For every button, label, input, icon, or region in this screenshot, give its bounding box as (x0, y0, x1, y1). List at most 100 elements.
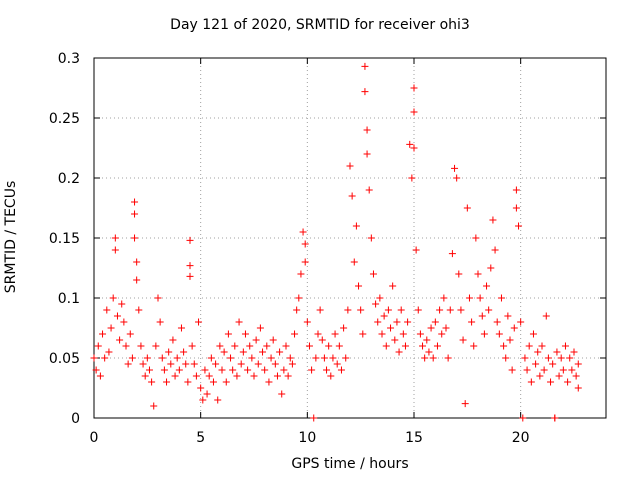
data-point (517, 318, 525, 326)
data-point (305, 342, 313, 350)
data-point (186, 272, 194, 280)
data-point (133, 276, 141, 284)
data-point (487, 264, 495, 272)
data-point (135, 306, 143, 314)
data-point (310, 414, 318, 422)
data-point (173, 354, 181, 362)
data-point (527, 378, 535, 386)
data-point (553, 348, 561, 356)
data-point (273, 372, 281, 380)
data-point (357, 306, 365, 314)
data-point (361, 62, 369, 70)
data-point (120, 318, 128, 326)
data-point (165, 348, 173, 356)
data-point (544, 354, 552, 362)
data-point (212, 360, 220, 368)
data-point (463, 204, 471, 212)
data-point (512, 204, 520, 212)
data-point (459, 336, 467, 344)
data-point (111, 234, 119, 242)
data-point (491, 246, 499, 254)
data-point (148, 378, 156, 386)
data-point (525, 342, 533, 350)
data-point (224, 330, 232, 338)
data-point (214, 396, 222, 404)
y-tick-label: 0.25 (49, 111, 80, 127)
data-point (235, 318, 243, 326)
data-point (267, 354, 275, 362)
data-point (167, 360, 175, 368)
data-point (534, 348, 542, 356)
data-point (175, 366, 183, 374)
data-point (510, 324, 518, 332)
data-point (508, 366, 516, 374)
data-point (504, 312, 512, 320)
data-point (502, 354, 510, 362)
data-point (523, 366, 531, 374)
x-tick-label: 10 (298, 430, 316, 446)
data-point (399, 330, 407, 338)
data-point (344, 306, 352, 314)
data-point (133, 258, 141, 266)
data-point (229, 366, 237, 374)
data-point (259, 348, 267, 356)
data-point (171, 372, 179, 380)
data-point (111, 246, 119, 254)
data-point (299, 228, 307, 236)
data-point (350, 258, 358, 266)
data-point (209, 378, 217, 386)
y-tick-label: 0.2 (58, 171, 80, 187)
data-point (342, 354, 350, 362)
data-point (316, 306, 324, 314)
data-point (555, 372, 563, 380)
data-point (427, 324, 435, 332)
data-point (152, 342, 160, 350)
data-point (186, 262, 194, 270)
data-point (506, 336, 514, 344)
data-point (489, 216, 497, 224)
data-point (570, 348, 578, 356)
data-point (233, 372, 241, 380)
data-point (320, 354, 328, 362)
x-tick-label: 20 (512, 430, 530, 446)
data-point (237, 360, 245, 368)
data-point (131, 210, 139, 218)
data-point (348, 192, 356, 200)
data-point (278, 390, 286, 398)
data-point (410, 108, 418, 116)
data-point (186, 236, 194, 244)
data-point (282, 342, 290, 350)
data-point (500, 342, 508, 350)
data-point (116, 336, 124, 344)
data-point (457, 306, 465, 314)
data-point (333, 360, 341, 368)
data-point (252, 336, 260, 344)
data-point (429, 354, 437, 362)
data-point (137, 342, 145, 350)
data-point (201, 366, 209, 374)
data-point (359, 330, 367, 338)
data-point (280, 366, 288, 374)
data-point (325, 342, 333, 350)
data-point (515, 222, 523, 230)
data-point (485, 306, 493, 314)
data-point (468, 318, 476, 326)
data-point (384, 306, 392, 314)
data-point (480, 330, 488, 338)
data-point (416, 330, 424, 338)
data-point (561, 342, 569, 350)
data-point (419, 342, 427, 350)
data-point (331, 330, 339, 338)
data-point (261, 366, 269, 374)
data-point (301, 258, 309, 266)
data-point (340, 324, 348, 332)
data-point (256, 324, 264, 332)
data-point (158, 354, 166, 362)
data-point (312, 354, 320, 362)
data-point (150, 402, 158, 410)
data-point (547, 378, 555, 386)
data-point (101, 354, 109, 362)
data-point (94, 342, 102, 350)
data-point (361, 88, 369, 96)
